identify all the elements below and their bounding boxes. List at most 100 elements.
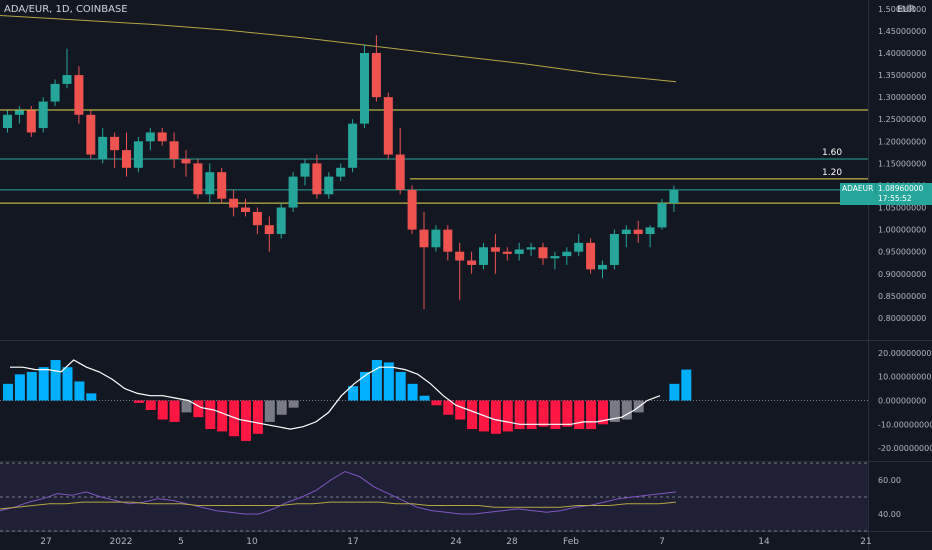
candle-body — [395, 154, 405, 190]
candle-body — [633, 229, 643, 235]
time-tick-label: 24 — [450, 537, 462, 547]
macd-bar — [62, 367, 73, 401]
candle-body — [669, 189, 679, 204]
candle-body — [217, 172, 227, 199]
macd-bar — [133, 400, 144, 403]
candle-body — [3, 114, 12, 129]
macd-bar — [371, 360, 382, 401]
time-tick-label: 27 — [40, 537, 51, 547]
gear-icon[interactable]: ⚙ — [905, 2, 915, 15]
price-tick-label: 1.45000000 — [878, 27, 926, 36]
candle-body — [252, 211, 262, 226]
level-label: 1.20 — [822, 168, 842, 178]
candle-body — [26, 110, 36, 133]
candle-body — [645, 227, 655, 235]
macd-tick-label: -20.00000000 — [878, 444, 932, 453]
candle-body — [574, 242, 584, 252]
macd-bar — [419, 395, 430, 401]
candle-body — [383, 97, 393, 155]
macd-bar — [538, 400, 549, 427]
price-tag-countdown: 17:55:52 — [878, 194, 912, 203]
price-tick-label: 1.50000000 — [878, 5, 926, 14]
macd-histogram — [0, 359, 868, 441]
macd-bar — [562, 400, 573, 427]
macd-bar — [360, 371, 370, 401]
candle-body — [419, 229, 429, 248]
candle-body — [86, 114, 96, 155]
time-tick-label: 14 — [758, 537, 770, 547]
rsi-pane — [0, 462, 868, 532]
macd-bar — [193, 400, 204, 418]
macd-bar — [252, 400, 263, 434]
candle-body — [122, 150, 131, 168]
candle-body — [288, 176, 298, 208]
candle-body — [157, 132, 167, 142]
macd-bar — [229, 400, 240, 437]
candle-body — [229, 198, 239, 208]
candle-body — [479, 247, 488, 265]
macd-bar — [145, 400, 156, 411]
price-axis[interactable]: 1.50000000 1.45000000 1.40000000 1.35000000… — [878, 5, 932, 519]
candle-body — [621, 229, 631, 235]
price-tick-label: 1.30000000 — [878, 93, 926, 102]
price-tick-label: 1.15000000 — [878, 159, 926, 168]
currency-label: EUR — [897, 5, 916, 15]
macd-tick-label: 20.00000000 — [878, 349, 931, 358]
macd-signal-line — [10, 359, 661, 430]
rsi-series-line — [0, 470, 677, 515]
candle-body — [169, 141, 179, 159]
price-tick-label: 1.40000000 — [878, 49, 926, 58]
candle-body — [38, 101, 48, 129]
macd-bar — [86, 393, 97, 401]
time-tick-label: 5 — [178, 537, 184, 547]
symbol-tag-box — [840, 183, 876, 194]
macd-tick-label: 10.00000000 — [878, 373, 931, 382]
candle-body — [276, 207, 286, 235]
moving-average-line — [0, 15, 677, 83]
macd-bar — [443, 400, 454, 415]
price-tick-label: 1.35000000 — [878, 71, 926, 80]
candle-body — [324, 176, 334, 195]
candle-body — [562, 251, 572, 257]
macd-bar — [586, 400, 597, 430]
time-tick-label: 10 — [246, 537, 258, 547]
candle-body — [431, 229, 441, 248]
time-tick-label: 17 — [347, 537, 358, 547]
macd-bar — [74, 381, 85, 401]
macd-bar — [395, 371, 406, 401]
macd-bar — [217, 400, 228, 432]
candle-body — [312, 163, 322, 195]
candle-body — [133, 141, 143, 168]
macd-bar — [14, 374, 25, 401]
time-tick-label: 28 — [506, 537, 518, 547]
macd-bar — [157, 400, 168, 420]
price-tick-label: 1.20000000 — [878, 137, 926, 146]
candle-body — [609, 234, 619, 265]
candle-body — [193, 163, 203, 195]
price-tick-label: 0.95000000 — [878, 248, 926, 257]
macd-bar — [431, 400, 442, 406]
macd-bar — [502, 400, 513, 432]
candle-body — [50, 83, 60, 102]
macd-bar — [181, 400, 192, 413]
macd-bar — [407, 383, 418, 401]
candle-body — [241, 207, 250, 212]
candle-body — [598, 264, 607, 270]
macd-bar — [455, 400, 466, 420]
price-tick-label: 0.85000000 — [878, 292, 926, 301]
macd-bar — [609, 400, 620, 422]
macd-tick-label: -10.00000000 — [878, 420, 932, 429]
candle-body — [407, 189, 417, 230]
macd-bar — [38, 367, 49, 401]
candle-body — [300, 163, 310, 177]
candle-body — [538, 247, 548, 259]
candle-body — [550, 256, 560, 259]
level-label: 1.60 — [822, 148, 842, 158]
macd-bar — [264, 400, 275, 422]
time-tick-label: 2022 — [110, 537, 133, 547]
candle-body — [62, 75, 72, 84]
time-axis[interactable]: 27 2022 5 10 17 24 28 Feb 7 14 21 — [40, 537, 871, 547]
macd-bar — [681, 369, 692, 401]
rsi-series-line — [0, 501, 677, 510]
